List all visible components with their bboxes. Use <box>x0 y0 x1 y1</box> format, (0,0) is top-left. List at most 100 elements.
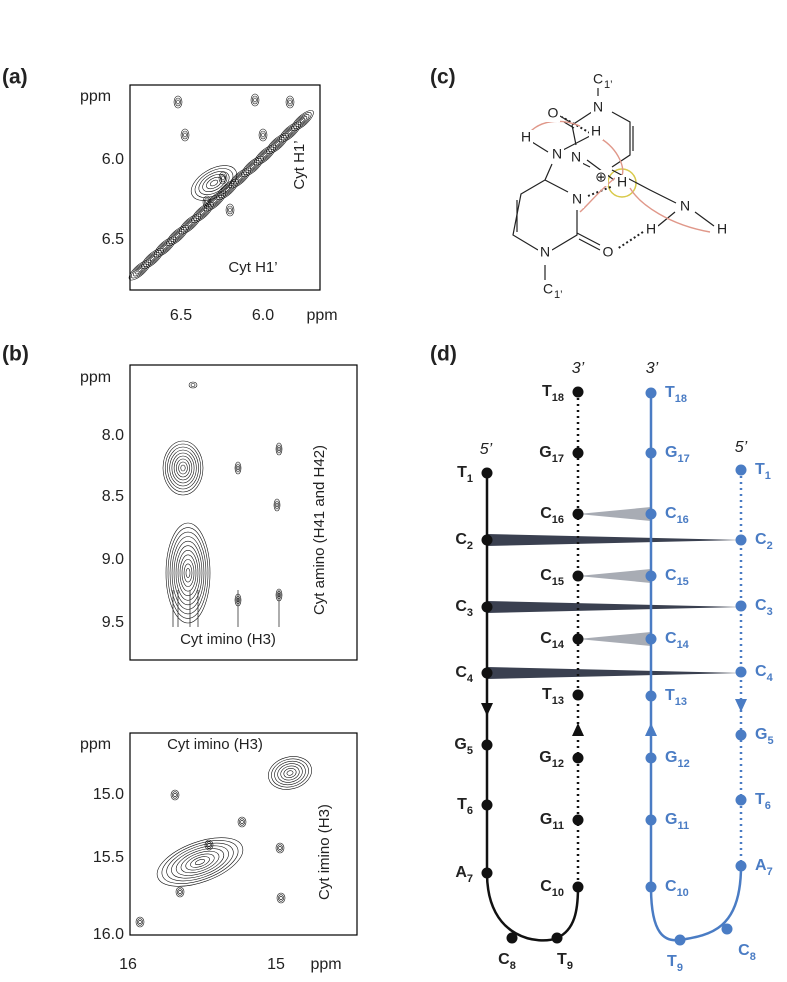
contour <box>178 890 182 894</box>
index: 3 <box>467 607 473 619</box>
y-tick-label: 8.0 <box>102 427 124 444</box>
index: 18 <box>675 393 687 405</box>
contour <box>165 522 211 624</box>
index: 6 <box>765 800 771 812</box>
nucleotide-label: C4 <box>455 664 474 685</box>
contour <box>283 767 297 779</box>
y-tick-label: 6.5 <box>102 231 124 248</box>
index: 9 <box>567 960 573 972</box>
atom-bg <box>546 106 560 122</box>
direction-arrow <box>481 703 493 716</box>
base: C <box>755 531 767 548</box>
atom: N <box>552 146 562 162</box>
nucleotide <box>645 387 657 399</box>
panel-label: (a) <box>2 66 28 89</box>
contour <box>176 99 180 105</box>
index: 2 <box>767 540 773 552</box>
contour <box>240 820 244 824</box>
index: 2 <box>467 540 473 552</box>
contour <box>278 894 284 902</box>
base: T <box>557 951 567 968</box>
contour <box>161 840 239 884</box>
contour <box>169 531 207 615</box>
contour <box>183 132 187 138</box>
atom: H <box>617 174 627 190</box>
contour <box>274 760 306 786</box>
contour <box>173 793 177 797</box>
atom: N <box>680 198 690 214</box>
contour <box>190 383 196 387</box>
contour <box>243 158 262 175</box>
atom-bg <box>678 199 692 215</box>
interaction-wedge <box>487 667 741 679</box>
atom: N <box>593 99 603 115</box>
base: C <box>540 630 552 647</box>
atom-bg <box>519 130 533 146</box>
atom: H <box>521 129 531 145</box>
nucleotide <box>572 386 584 398</box>
contour <box>137 267 143 273</box>
strand-end-label: 5’ <box>735 439 748 456</box>
contours-b-top <box>162 381 283 627</box>
x-annotation: Cyt imino (H3) <box>180 631 276 648</box>
base: C <box>665 630 677 647</box>
nucleotide-label: C3 <box>755 597 773 618</box>
contour <box>234 461 242 475</box>
contour <box>293 112 312 129</box>
y-unit: ppm <box>80 736 111 753</box>
panel-b-bottom-frame <box>129 732 358 936</box>
contour <box>206 176 222 190</box>
contour <box>166 225 189 246</box>
base: T <box>755 461 765 478</box>
base: T <box>755 791 765 808</box>
contour <box>228 207 232 213</box>
index: 15 <box>677 576 689 588</box>
contour <box>185 568 191 578</box>
nucleotide <box>481 867 493 879</box>
nucleotide-label: G12 <box>539 749 564 770</box>
contour <box>279 896 283 900</box>
nucleotide-label: T13 <box>542 686 564 707</box>
base: G <box>665 811 677 828</box>
contour <box>175 233 180 238</box>
index: 4 <box>767 672 774 684</box>
index: 14 <box>677 639 690 651</box>
panel-label: (b) <box>2 343 29 366</box>
nucleotide-label: C2 <box>455 531 473 552</box>
contour <box>167 446 199 490</box>
contour <box>237 175 243 181</box>
base: A <box>455 864 467 881</box>
direction-arrow <box>735 699 747 712</box>
contour <box>271 758 309 788</box>
backbone <box>649 393 743 942</box>
y-annotation: Cyt amino (H41 and H42) <box>311 445 328 615</box>
strand-end-label: 3’ <box>646 360 659 377</box>
contour <box>150 256 155 261</box>
index: 16 <box>677 514 689 526</box>
nucleotide <box>645 752 657 764</box>
contour <box>179 554 197 592</box>
index: 17 <box>552 453 564 465</box>
contour <box>190 856 210 868</box>
strand-end-label: 3’ <box>572 360 585 377</box>
contour <box>166 842 234 882</box>
base: G <box>540 811 552 828</box>
index: 11 <box>677 820 689 832</box>
y-tick-label: 16.0 <box>93 926 124 943</box>
nucleotide <box>551 932 563 944</box>
nucleotide-label: G5 <box>454 736 473 757</box>
contour <box>191 202 214 223</box>
base: C <box>738 942 750 959</box>
contour <box>280 765 300 781</box>
index: 16 <box>552 514 564 526</box>
nucleotide-label: G17 <box>665 444 690 465</box>
nucleotide-label: T1 <box>457 464 473 485</box>
contour <box>276 892 286 904</box>
contour <box>177 549 199 597</box>
contour <box>216 179 239 200</box>
interaction-wedge <box>578 632 651 646</box>
index: 13 <box>552 695 564 707</box>
contour <box>162 440 204 496</box>
nucleotide-label: G17 <box>539 444 564 465</box>
interaction-wedge <box>578 569 651 583</box>
